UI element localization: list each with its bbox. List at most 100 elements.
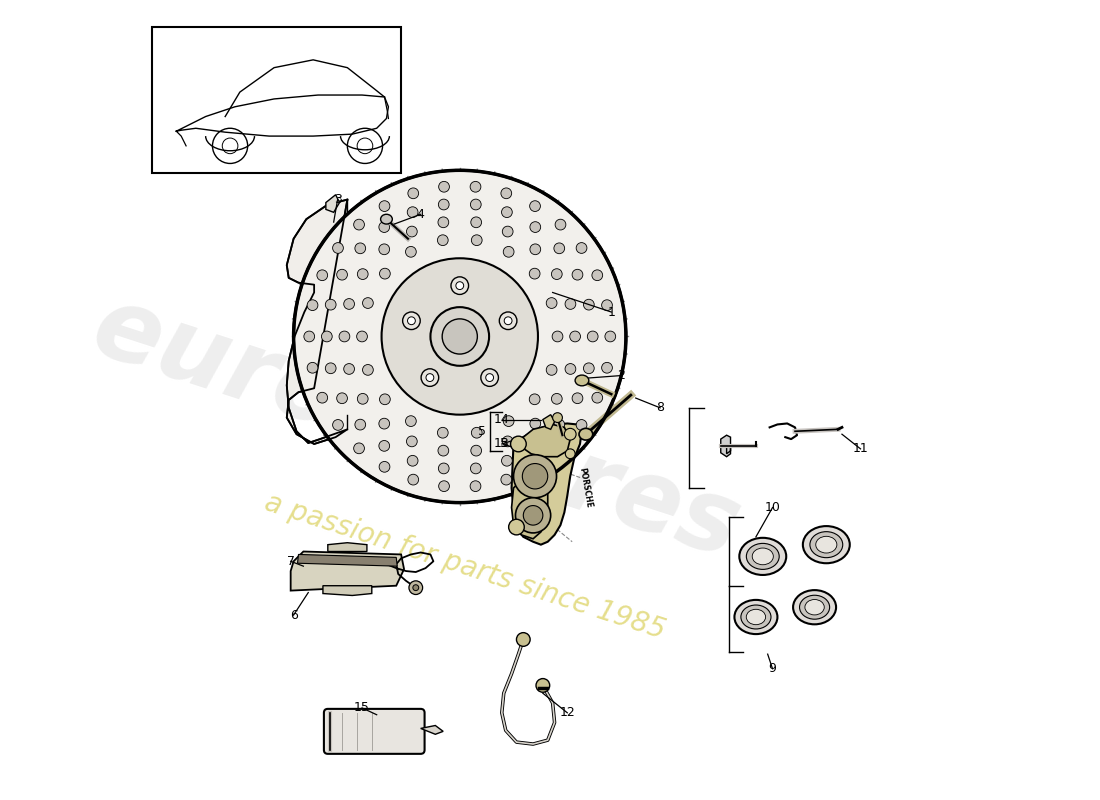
Circle shape — [576, 419, 587, 430]
Circle shape — [508, 519, 525, 535]
Circle shape — [510, 436, 526, 452]
Ellipse shape — [579, 428, 593, 440]
Circle shape — [332, 242, 343, 254]
Ellipse shape — [810, 532, 843, 558]
Text: 1: 1 — [607, 306, 615, 318]
Polygon shape — [328, 542, 367, 551]
Polygon shape — [720, 435, 730, 457]
Text: 12: 12 — [560, 706, 575, 719]
Circle shape — [504, 246, 514, 257]
Circle shape — [451, 277, 469, 294]
Polygon shape — [543, 414, 554, 430]
Ellipse shape — [816, 536, 837, 553]
Ellipse shape — [575, 375, 589, 386]
Circle shape — [408, 474, 419, 485]
Circle shape — [339, 331, 350, 342]
Circle shape — [304, 331, 315, 342]
Circle shape — [378, 441, 389, 451]
Polygon shape — [512, 423, 582, 545]
Text: 15: 15 — [354, 702, 370, 714]
Ellipse shape — [793, 590, 836, 624]
Text: 5: 5 — [499, 438, 508, 450]
Ellipse shape — [735, 600, 778, 634]
Circle shape — [382, 258, 538, 414]
Circle shape — [403, 312, 420, 330]
Polygon shape — [290, 551, 404, 590]
Circle shape — [356, 331, 367, 342]
Circle shape — [407, 226, 417, 237]
Circle shape — [552, 413, 562, 422]
Circle shape — [379, 462, 389, 472]
Circle shape — [547, 298, 557, 309]
Circle shape — [583, 363, 594, 374]
Circle shape — [524, 506, 543, 525]
Circle shape — [552, 331, 563, 342]
Circle shape — [326, 299, 337, 310]
Circle shape — [337, 270, 348, 280]
Circle shape — [554, 419, 564, 430]
Circle shape — [326, 363, 337, 374]
Circle shape — [307, 300, 318, 310]
Circle shape — [564, 428, 576, 440]
Circle shape — [503, 226, 513, 237]
Circle shape — [499, 312, 517, 330]
Ellipse shape — [381, 214, 393, 224]
Polygon shape — [323, 586, 372, 595]
Polygon shape — [420, 726, 443, 734]
Circle shape — [547, 365, 557, 375]
Circle shape — [471, 463, 481, 474]
Circle shape — [438, 427, 448, 438]
Circle shape — [343, 363, 354, 374]
Text: 10: 10 — [764, 501, 781, 514]
Circle shape — [354, 443, 364, 454]
Ellipse shape — [752, 548, 773, 565]
Ellipse shape — [805, 599, 824, 615]
Circle shape — [530, 418, 541, 429]
Circle shape — [406, 416, 416, 426]
Circle shape — [530, 222, 541, 233]
Circle shape — [439, 199, 449, 210]
Text: 5: 5 — [478, 425, 486, 438]
Circle shape — [504, 416, 514, 426]
Circle shape — [556, 219, 565, 230]
Circle shape — [602, 300, 613, 310]
Circle shape — [486, 374, 494, 382]
Circle shape — [470, 481, 481, 491]
Circle shape — [426, 374, 433, 382]
Circle shape — [565, 363, 575, 374]
Polygon shape — [512, 476, 548, 538]
Circle shape — [471, 217, 482, 228]
Bar — [152, 26, 402, 174]
Circle shape — [294, 170, 626, 502]
Circle shape — [470, 182, 481, 192]
Circle shape — [363, 298, 373, 309]
Text: 2: 2 — [617, 369, 625, 382]
Circle shape — [409, 581, 422, 594]
Circle shape — [379, 268, 390, 279]
Circle shape — [407, 455, 418, 466]
Circle shape — [536, 678, 550, 692]
Ellipse shape — [741, 605, 771, 629]
Polygon shape — [521, 425, 570, 457]
Circle shape — [337, 393, 348, 404]
Circle shape — [439, 182, 450, 192]
FancyBboxPatch shape — [323, 709, 425, 754]
Text: 7: 7 — [287, 554, 295, 568]
Circle shape — [565, 298, 575, 310]
Circle shape — [355, 243, 365, 254]
Circle shape — [317, 392, 328, 403]
Circle shape — [379, 201, 389, 211]
Circle shape — [551, 394, 562, 404]
Circle shape — [514, 454, 557, 498]
Circle shape — [438, 217, 449, 228]
Circle shape — [556, 443, 565, 454]
Circle shape — [379, 394, 390, 405]
Circle shape — [602, 362, 613, 373]
Circle shape — [307, 362, 318, 373]
Circle shape — [572, 270, 583, 280]
Circle shape — [572, 393, 583, 404]
Circle shape — [472, 427, 482, 438]
Text: 14: 14 — [494, 413, 509, 426]
Ellipse shape — [746, 610, 766, 625]
Circle shape — [530, 441, 541, 451]
